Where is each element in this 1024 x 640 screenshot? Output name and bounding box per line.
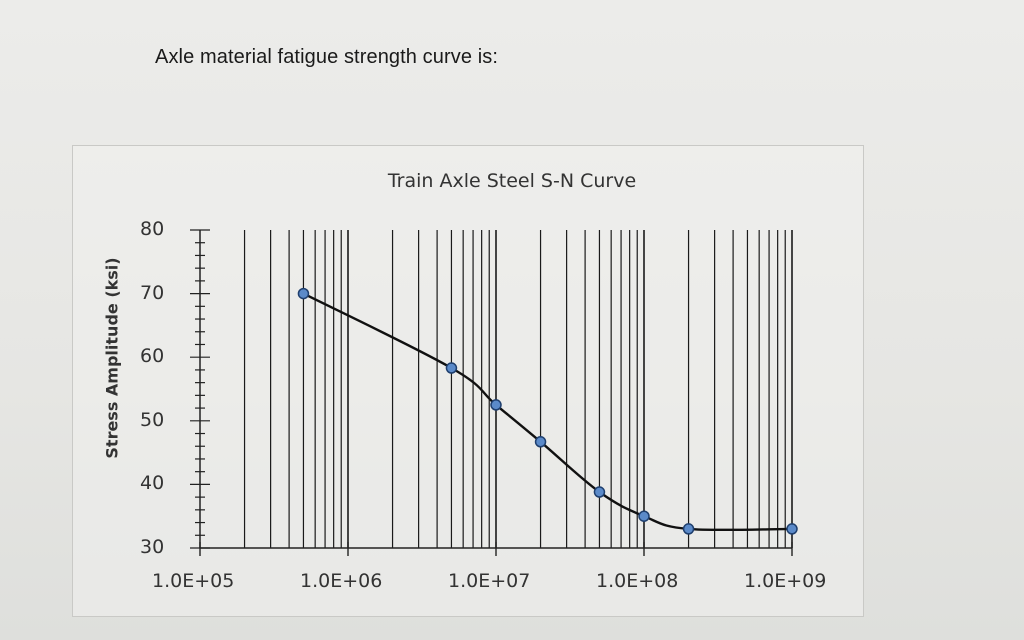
x-tick-label: 1.0E+06 xyxy=(300,570,383,592)
data-point xyxy=(490,399,502,411)
x-tick-label: 1.0E+08 xyxy=(596,570,679,592)
data-point xyxy=(786,523,798,535)
data-point xyxy=(445,362,458,374)
y-tick-label: 50 xyxy=(140,408,165,431)
page-heading: Axle material fatigue strength curve is: xyxy=(155,46,499,68)
y-tick-label: 80 xyxy=(140,218,165,240)
y-tick-label: 40 xyxy=(140,472,165,495)
y-tick-label: 70 xyxy=(140,281,165,304)
data-point xyxy=(534,436,547,448)
chart-title: Train Axle Steel S-N Curve xyxy=(387,170,637,192)
y-tick-label: 60 xyxy=(140,345,165,368)
x-tick-label: 1.0E+09 xyxy=(744,570,827,592)
data-point xyxy=(593,486,606,498)
series-line xyxy=(302,292,793,532)
y-tick-label: 30 xyxy=(140,536,165,558)
x-tick-label: 1.0E+05 xyxy=(152,570,235,592)
data-point xyxy=(297,287,310,300)
data-point xyxy=(682,523,695,535)
x-tick-label: 1.0E+07 xyxy=(448,570,531,592)
data-point xyxy=(638,510,650,522)
chart-frame xyxy=(72,145,864,617)
